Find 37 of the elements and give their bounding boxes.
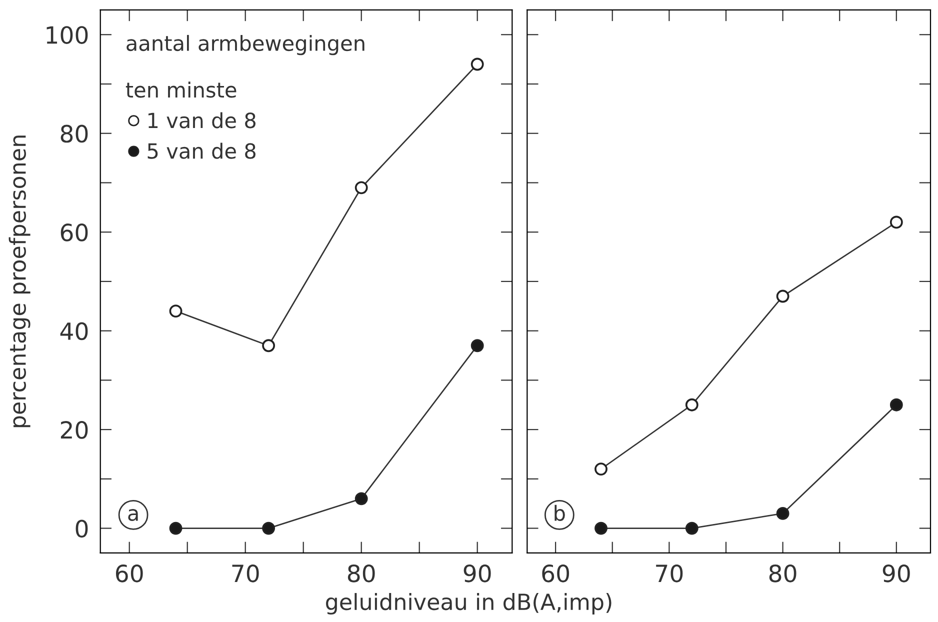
y-tick-label: 20 bbox=[60, 420, 88, 439]
y-tick-label: 0 bbox=[76, 520, 88, 538]
x-tick-label: 60 bbox=[542, 564, 570, 582]
legend-label: 1 van de 8 bbox=[148, 112, 256, 128]
annotation: b bbox=[554, 504, 565, 521]
point bbox=[594, 462, 608, 476]
y-tick-label: 100 bbox=[46, 26, 88, 44]
y-tick-label: 60 bbox=[60, 224, 88, 242]
y-tick-label: 80 bbox=[60, 124, 88, 143]
x-axis-title: geluidniveau in dB(A,imp) bbox=[326, 593, 612, 615]
point bbox=[594, 522, 608, 535]
x-tick-label: 90 bbox=[464, 564, 491, 582]
point bbox=[262, 522, 276, 535]
point bbox=[470, 58, 484, 71]
point bbox=[776, 290, 790, 303]
point bbox=[776, 507, 790, 520]
point bbox=[685, 398, 698, 412]
point bbox=[169, 304, 182, 318]
annotation: a bbox=[128, 509, 138, 521]
x-tick-label: 80 bbox=[348, 564, 375, 582]
x-tick-label: 70 bbox=[656, 564, 683, 582]
text: aantal armbewegingen ten minste bbox=[126, 34, 364, 98]
point bbox=[354, 181, 368, 194]
legend-label: 5 van de 8 bbox=[148, 142, 256, 159]
x-tick-label: 80 bbox=[769, 564, 796, 582]
x-tick-label: 70 bbox=[232, 564, 259, 582]
point bbox=[685, 522, 698, 535]
y-tick-label: 40 bbox=[60, 322, 88, 340]
point bbox=[354, 492, 368, 506]
point bbox=[262, 339, 276, 352]
point bbox=[890, 216, 903, 229]
point bbox=[169, 522, 182, 535]
x-tick-label: 60 bbox=[116, 564, 143, 582]
point bbox=[470, 339, 484, 352]
point bbox=[890, 398, 903, 412]
x-tick-label: 90 bbox=[882, 564, 910, 582]
y-axis-title: percentage proefpersonen bbox=[8, 136, 30, 428]
